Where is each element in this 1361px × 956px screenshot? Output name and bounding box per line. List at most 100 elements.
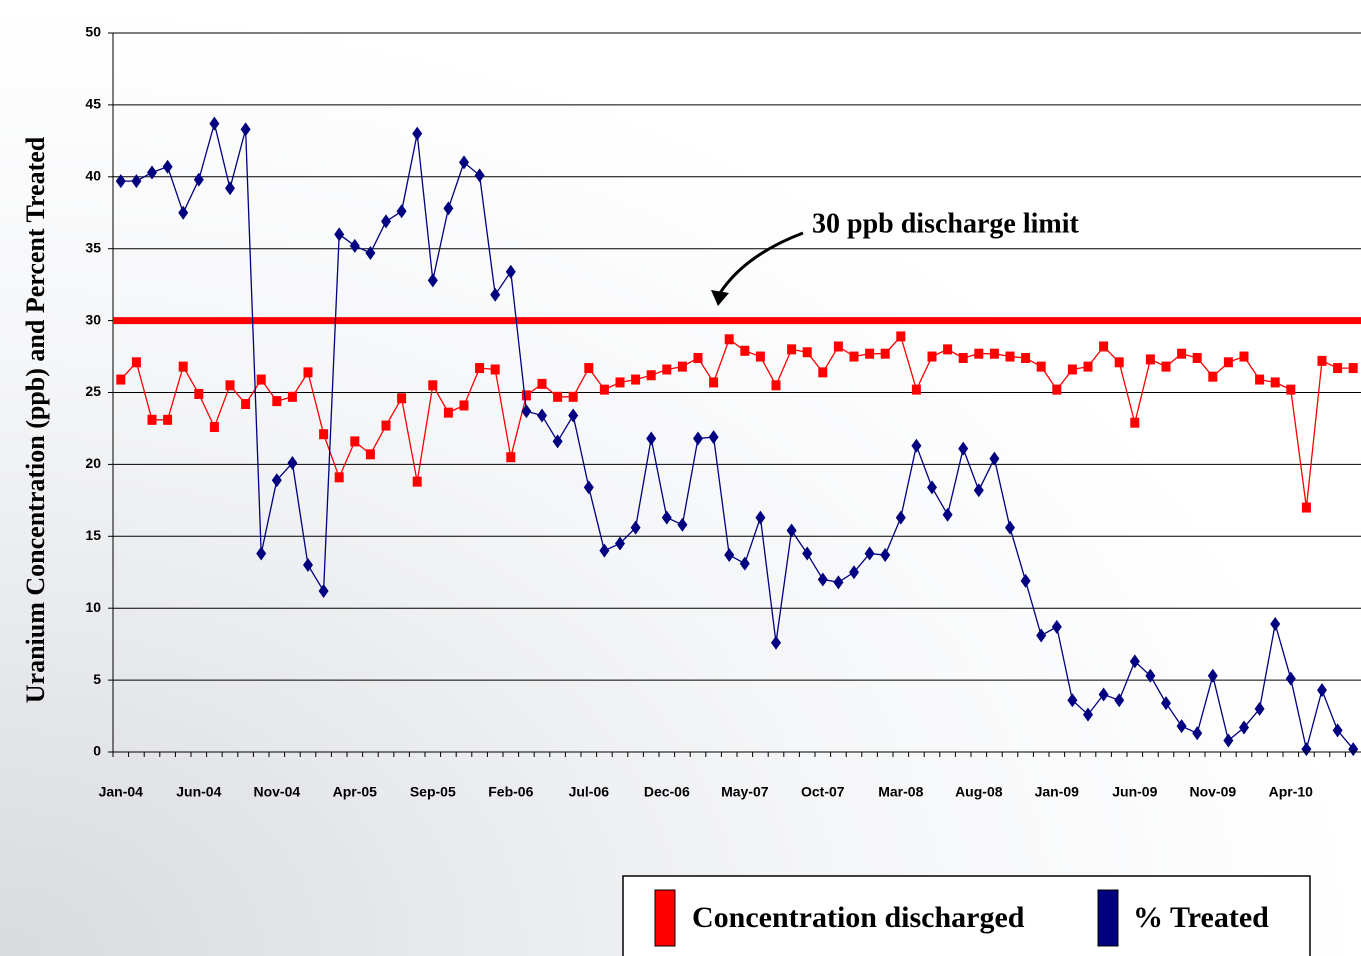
point	[131, 174, 142, 189]
point	[115, 174, 126, 189]
point	[1286, 384, 1296, 395]
point	[365, 449, 375, 460]
x-tick-label: Mar-08	[878, 784, 923, 800]
point	[553, 391, 563, 402]
point	[194, 388, 204, 399]
point	[1176, 719, 1187, 734]
point	[178, 205, 189, 220]
plot-area: 0 5 10 15 20 25 30 35 40 45 50 Jan-04 Jun-04 Nov-04 Ap…	[85, 24, 1361, 800]
legend-label: % Treated	[1133, 901, 1269, 934]
point	[896, 331, 906, 342]
point	[365, 246, 376, 261]
point	[646, 370, 656, 381]
point	[1036, 361, 1046, 372]
point	[427, 273, 438, 288]
annotation: 30 ppb discharge limit	[812, 208, 1079, 239]
x-tick-label: Jan-09	[1035, 784, 1080, 800]
legend-swatch	[1097, 889, 1119, 947]
point	[568, 408, 579, 423]
point	[1317, 683, 1327, 698]
point	[381, 420, 391, 431]
point	[1114, 693, 1125, 708]
x-tick-label: Nov-09	[1189, 784, 1236, 800]
point	[287, 455, 298, 470]
point	[1301, 502, 1311, 513]
point	[303, 367, 313, 378]
x-tick-label: Feb-06	[488, 784, 533, 800]
point	[849, 351, 859, 362]
point	[615, 377, 625, 388]
x-tick-label: Sep-05	[410, 784, 456, 800]
point	[1020, 573, 1031, 588]
point	[459, 400, 469, 411]
y-tick-label: 0	[93, 743, 101, 759]
legend: Concentration discharged % Treated	[622, 875, 1311, 956]
x-tick-label: May-07	[721, 784, 769, 800]
point	[1161, 361, 1171, 372]
point	[240, 122, 251, 137]
point	[584, 363, 594, 374]
point	[927, 351, 937, 362]
point	[1348, 363, 1358, 374]
y-axis-label: Uranium Concentration (ppb) and Percent …	[21, 136, 50, 703]
point	[521, 404, 532, 419]
point	[849, 565, 859, 580]
point	[209, 116, 220, 131]
y-tick-label: 50	[85, 24, 101, 40]
point	[381, 214, 391, 229]
point	[958, 441, 969, 456]
point	[1192, 352, 1202, 363]
legend-label: Concentration discharged	[692, 901, 1025, 934]
point	[474, 168, 485, 183]
point	[1208, 371, 1218, 382]
point	[1067, 364, 1077, 375]
point	[334, 472, 344, 483]
point	[755, 351, 765, 362]
point	[1285, 671, 1296, 686]
y-tick-label: 45	[85, 96, 101, 112]
point	[1317, 355, 1327, 366]
point	[256, 374, 266, 385]
point	[303, 558, 313, 573]
point	[225, 181, 235, 196]
point	[583, 480, 594, 495]
point	[1161, 696, 1171, 711]
point	[630, 520, 641, 535]
point	[1021, 352, 1031, 363]
point	[428, 380, 438, 391]
point	[241, 399, 251, 410]
point	[958, 352, 968, 363]
point	[349, 238, 360, 253]
point	[787, 344, 797, 355]
point	[116, 374, 126, 385]
point	[162, 159, 173, 174]
point	[818, 367, 828, 378]
point	[1145, 354, 1155, 365]
point	[350, 436, 360, 447]
point	[459, 155, 469, 170]
point	[1348, 742, 1359, 757]
point	[443, 407, 453, 418]
point	[989, 451, 1000, 466]
point	[974, 348, 984, 359]
point	[397, 393, 407, 404]
point	[256, 546, 267, 561]
point	[989, 348, 999, 359]
point	[521, 390, 531, 401]
point	[1192, 726, 1203, 741]
x-tick-label: Dec-06	[644, 784, 690, 800]
point	[271, 473, 282, 488]
point	[287, 391, 297, 402]
point	[475, 363, 485, 374]
y-tick-label: 35	[85, 239, 101, 255]
point	[1239, 351, 1249, 362]
point	[1333, 363, 1343, 374]
point	[318, 583, 329, 598]
arrow-head	[711, 290, 729, 306]
point	[677, 361, 687, 372]
point	[662, 364, 672, 375]
point	[1239, 720, 1249, 735]
point	[147, 414, 157, 425]
point	[131, 357, 141, 368]
